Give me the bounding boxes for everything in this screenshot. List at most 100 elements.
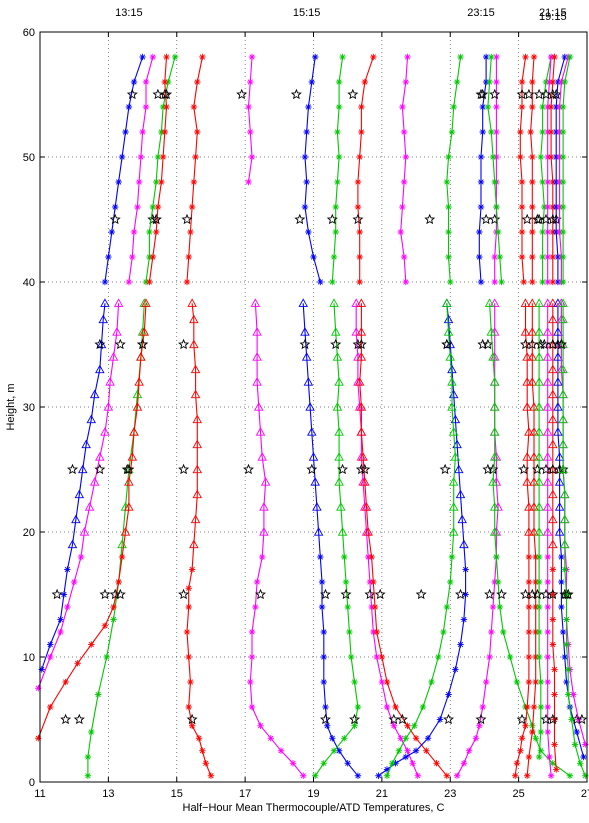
atd-profile	[146, 57, 175, 282]
atd-marker	[249, 54, 255, 60]
atd-marker	[187, 229, 193, 235]
atd-marker	[551, 54, 557, 60]
time-label: 19:15	[539, 11, 567, 23]
tc-marker	[110, 604, 116, 610]
tc-marker	[189, 566, 195, 572]
atd-marker	[119, 154, 125, 160]
atd-profile	[358, 57, 373, 282]
tc-marker	[580, 754, 586, 760]
atd-marker	[184, 279, 190, 285]
star-marker	[179, 340, 188, 348]
star-marker	[101, 590, 110, 598]
tc-marker	[572, 741, 578, 747]
tc-marker	[322, 704, 328, 710]
tc-marker	[533, 735, 539, 741]
series-7	[292, 54, 361, 779]
tc-marker	[78, 554, 84, 560]
atd-marker	[131, 229, 137, 235]
x-tick-label: 21	[376, 788, 388, 800]
atd-marker	[519, 79, 525, 85]
atd-profile	[187, 57, 202, 282]
tc-marker	[249, 629, 255, 635]
atd-marker	[302, 154, 308, 160]
atd-profile	[548, 57, 551, 282]
star-marker	[348, 90, 357, 98]
y-tick-label: 50	[23, 152, 35, 164]
tc-marker	[531, 704, 537, 710]
x-tick-label: 23	[444, 788, 456, 800]
atd-marker	[478, 154, 484, 160]
tc-marker	[538, 679, 544, 685]
atd-marker	[491, 179, 497, 185]
tc-marker	[252, 604, 258, 610]
tc-marker	[526, 629, 532, 635]
atd-marker	[478, 279, 484, 285]
atd-marker	[305, 229, 311, 235]
atd-profile	[401, 57, 408, 282]
tc-marker	[536, 629, 542, 635]
tc-marker	[331, 748, 337, 754]
tc-marker	[88, 729, 94, 735]
atd-marker	[331, 254, 337, 260]
atd-marker	[519, 254, 525, 260]
atd-marker	[336, 104, 342, 110]
atd-marker	[478, 179, 484, 185]
star-marker	[188, 715, 197, 723]
tc-marker	[490, 604, 496, 610]
tc-marker	[186, 585, 192, 591]
tc-marker	[437, 716, 443, 722]
tc-marker	[312, 773, 318, 779]
tc-marker	[403, 735, 409, 741]
tc-marker	[548, 773, 554, 779]
tc-marker	[404, 748, 410, 754]
atd-marker	[355, 179, 361, 185]
star-marker	[417, 590, 426, 598]
star-marker	[354, 215, 363, 223]
tc-marker	[574, 729, 580, 735]
star-marker	[482, 215, 491, 223]
tc-marker	[372, 604, 378, 610]
series-0	[39, 54, 146, 673]
atd-marker	[560, 254, 566, 260]
thermocouple-profile	[38, 303, 118, 688]
atd-marker	[401, 254, 407, 260]
atd-marker	[560, 154, 566, 160]
star-marker	[441, 465, 450, 473]
tc-marker	[384, 704, 390, 710]
tc-marker	[544, 554, 550, 560]
tc-marker	[444, 773, 450, 779]
atd-marker	[522, 54, 528, 60]
atd-marker	[517, 154, 523, 160]
atd-marker	[397, 229, 403, 235]
atd-marker	[560, 204, 566, 210]
tc-marker	[577, 760, 583, 766]
tc-marker	[199, 748, 205, 754]
series-1	[35, 54, 162, 723]
atd-marker	[447, 279, 453, 285]
tc-marker	[103, 654, 109, 660]
atd-marker	[126, 279, 132, 285]
tc-marker	[476, 723, 482, 729]
thermocouple-profile	[379, 303, 466, 776]
atd-marker	[339, 54, 345, 60]
tc-marker	[95, 691, 101, 697]
atd-marker	[527, 129, 533, 135]
atd-marker	[146, 279, 152, 285]
x-tick-label: 27	[581, 788, 589, 800]
star-marker	[53, 590, 62, 598]
atd-marker	[560, 179, 566, 185]
tc-marker	[519, 735, 525, 741]
tc-marker	[110, 616, 116, 622]
tc-marker	[449, 554, 455, 560]
tc-marker	[208, 773, 214, 779]
star-marker	[116, 340, 125, 348]
tc-marker	[563, 641, 569, 647]
series-3	[35, 54, 170, 742]
atd-marker	[538, 154, 544, 160]
atd-marker	[356, 229, 362, 235]
tc-marker	[184, 629, 190, 635]
atd-marker	[495, 229, 501, 235]
atd-marker	[247, 129, 253, 135]
tc-marker	[526, 554, 532, 560]
